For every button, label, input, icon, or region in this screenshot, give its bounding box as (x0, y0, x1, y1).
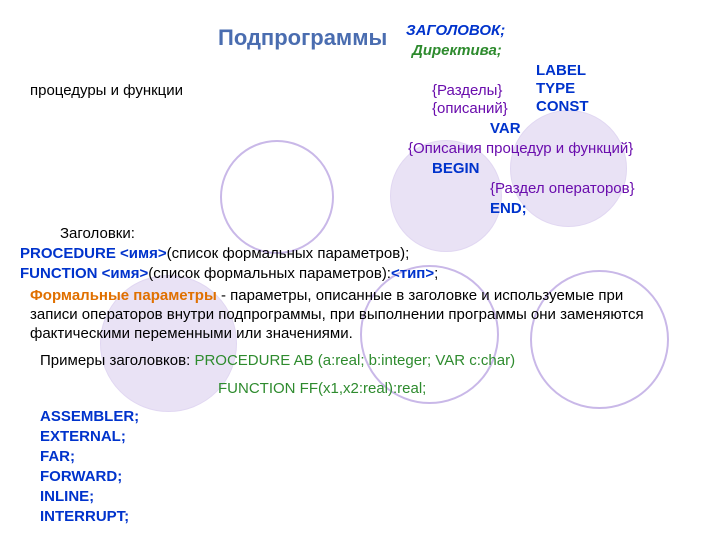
struct-ops: {Раздел операторов} (490, 180, 635, 199)
struct-sections2: {описаний} (432, 100, 508, 119)
decorative-circle (510, 110, 627, 227)
formal-params: Формальные параметры - параметры, описан… (30, 287, 670, 343)
heads-label: Заголовки: (60, 225, 135, 244)
slide: Подпрограммы процедуры и функции ЗАГОЛОВОК… (0, 0, 720, 540)
subtitle: процедуры и функции (30, 82, 183, 101)
directive-item: FORWARD; (40, 468, 122, 487)
directive-item: INLINE; (40, 488, 94, 507)
example-line: Примеры заголовков: PROCEDURE AB (a:real… (40, 352, 515, 371)
decorative-circle (220, 140, 334, 254)
struct-procfunc: {Описания процедур и функций} (408, 140, 633, 159)
procedure-line: PROCEDURE <имя>(список формальных параме… (20, 245, 409, 264)
directive-item: EXTERNAL; (40, 428, 126, 447)
directive-item: ASSEMBLER; (40, 408, 139, 427)
function-line: FUNCTION <имя>(список формальных парамет… (20, 265, 438, 284)
directive-item: INTERRUPT; (40, 508, 129, 527)
struct-type: TYPE (536, 80, 575, 99)
directive-item: FAR; (40, 448, 75, 467)
example-func: FUNCTION FF(x1,x2:real):real; (218, 380, 426, 399)
struct-begin: BEGIN (432, 160, 480, 179)
struct-const: CONST (536, 98, 589, 117)
struct-end: END; (490, 200, 527, 219)
struct-sections1: {Разделы} (432, 82, 502, 101)
struct-label: LABEL (536, 62, 586, 81)
page-title: Подпрограммы (218, 24, 387, 52)
struct-directive: Директива; (412, 42, 502, 61)
struct-header: ЗАГОЛОВОК; (406, 22, 505, 41)
struct-var: VAR (490, 120, 521, 139)
